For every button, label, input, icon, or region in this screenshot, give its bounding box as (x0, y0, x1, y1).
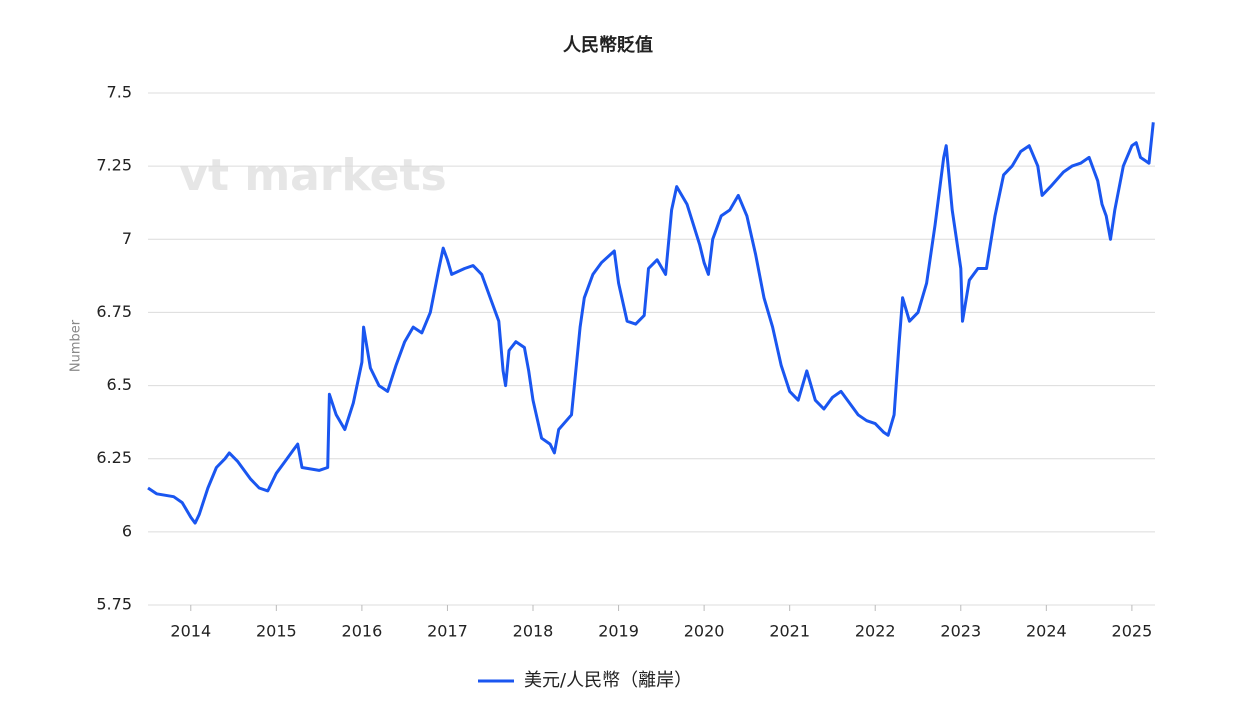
chart-title: 人民幣貶值 (563, 34, 653, 56)
legend-label: 美元/人民幣（離岸） (524, 670, 692, 691)
y-tick-label: 7.25 (96, 156, 132, 175)
y-tick-label: 6 (122, 521, 132, 540)
y-tick-label: 6.75 (96, 302, 132, 321)
x-tick-label: 2025 (1112, 622, 1153, 641)
x-tick-label: 2024 (1026, 622, 1067, 641)
y-tick-label: 7 (122, 229, 132, 248)
x-tick-label: 2019 (598, 622, 639, 641)
x-tick-label: 2021 (769, 622, 810, 641)
y-tick-label: 6.25 (96, 448, 132, 467)
line (147, 122, 1155, 525)
x-tick-label: 2023 (940, 622, 981, 641)
x-tick-label: 2014 (170, 622, 211, 641)
watermark: vt markets (179, 150, 446, 201)
x-tick-label: 2022 (855, 622, 896, 641)
y-tick-label: 6.5 (107, 375, 132, 394)
x-tick-label: 2016 (342, 622, 383, 641)
x-tick-label: 2020 (684, 622, 725, 641)
x-tick-label: 2017 (427, 622, 468, 641)
y-tick-label: 7.5 (107, 83, 132, 102)
x-tick-label: 2018 (513, 622, 554, 641)
x-tick-label: 2015 (256, 622, 297, 641)
y-axis-label: Number (69, 319, 84, 372)
y-tick-label: 5.75 (96, 595, 132, 614)
